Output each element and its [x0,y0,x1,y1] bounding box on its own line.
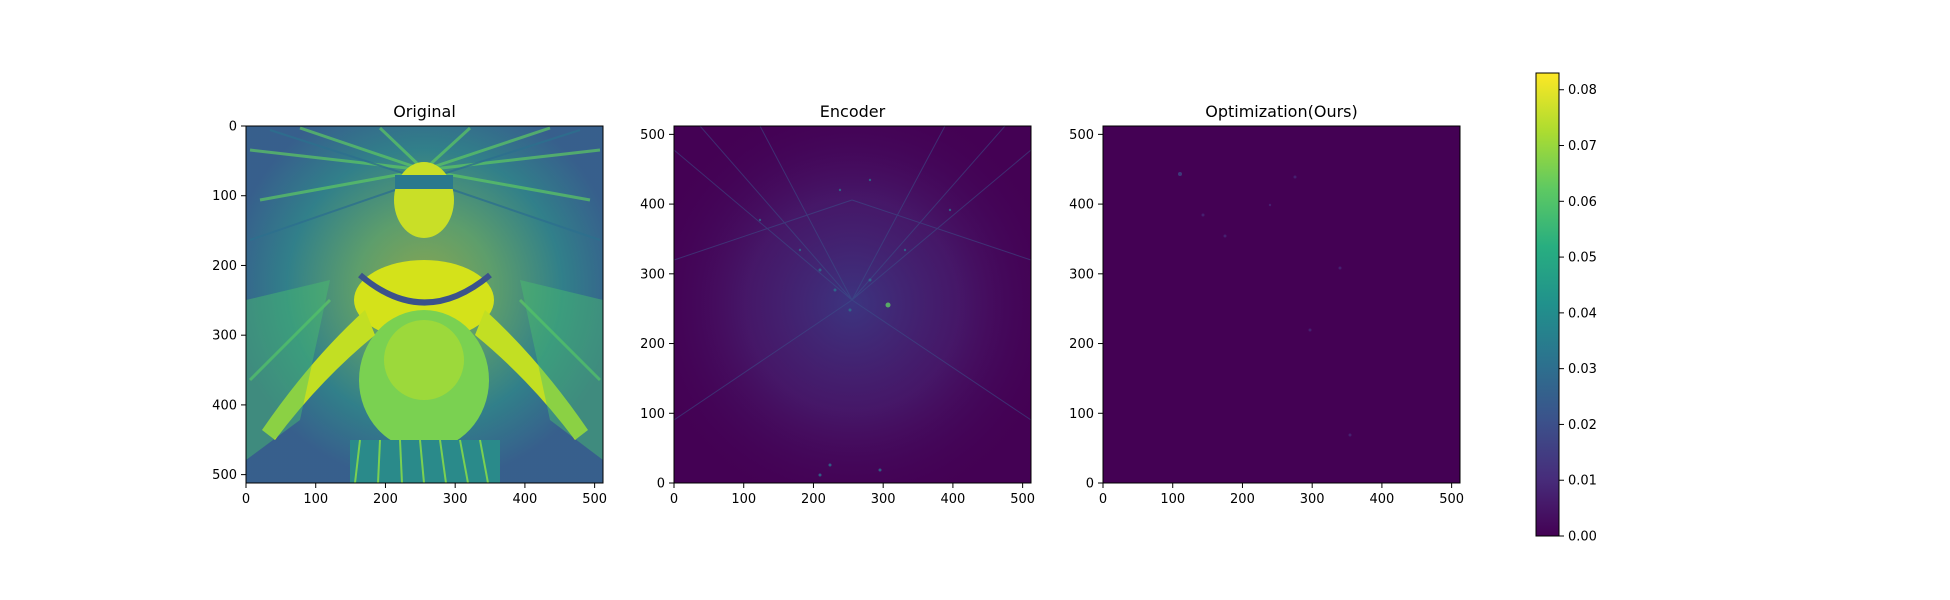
encoder-frame [673,125,1032,484]
colorbar-tick-label: 0.06 [1568,195,1597,210]
y-tick-label: 400 [212,398,237,413]
x-tick-label: 300 [1300,492,1325,507]
y-tick-label: 400 [640,198,665,213]
colorbar-tick-label: 0.04 [1568,306,1597,321]
original-image [246,126,603,483]
y-tick-label: 300 [1069,267,1094,282]
encoder-y-axis: 0 100 200 300 400 500 [640,128,674,492]
x-tick-label: 200 [373,492,398,507]
x-tick-label: 300 [443,492,468,507]
colorbar-ticks: 0.00 0.01 0.02 0.03 0.04 0.05 0.06 0.07 0.08 [1559,83,1597,545]
colorbar: 0.00 0.01 0.02 0.03 0.04 0.05 0.06 0.07 0.08 [1535,72,1597,545]
x-tick-label: 300 [871,492,896,507]
x-tick-label: 100 [1160,492,1185,507]
colorbar-tick-label: 0.00 [1568,530,1597,545]
y-tick-label: 100 [1069,407,1094,422]
colorbar-tick-label: 0.05 [1568,251,1597,266]
optimization-image [1103,126,1460,483]
x-tick-label: 400 [1369,492,1394,507]
optimization-x-axis: 0 100 200 300 400 500 [1099,483,1464,507]
y-tick-label: 200 [640,337,665,352]
y-tick-label: 500 [1069,128,1094,143]
x-tick-label: 200 [801,492,826,507]
y-tick-label: 200 [212,259,237,274]
x-tick-label: 500 [582,492,607,507]
optimization-frame [1102,125,1461,484]
optimization-y-axis: 0 100 200 300 400 500 [1069,128,1103,492]
x-tick-label: 0 [1099,492,1107,507]
y-tick-label: 0 [1086,477,1094,492]
x-tick-label: 500 [1439,492,1464,507]
y-tick-label: 100 [212,189,237,204]
y-tick-label: 100 [640,407,665,422]
x-tick-label: 500 [1010,492,1035,507]
y-tick-label: 300 [640,267,665,282]
colorbar-tick-label: 0.08 [1568,83,1597,98]
x-tick-label: 0 [670,492,678,507]
x-tick-label: 100 [731,492,756,507]
optimization-title: Optimization(Ours) [1205,102,1357,121]
original-title: Original [393,102,456,121]
x-tick-label: 400 [512,492,537,507]
x-tick-label: 200 [1230,492,1255,507]
y-tick-label: 0 [657,477,665,492]
colorbar-tick-label: 0.03 [1568,362,1597,377]
encoder-x-axis: 0 100 200 300 400 500 [670,483,1035,507]
y-tick-label: 300 [212,329,237,344]
y-tick-label: 500 [212,468,237,483]
encoder-image [674,126,1031,483]
colorbar-tick-label: 0.02 [1568,418,1597,433]
original-panel: Original [212,102,607,507]
colorbar-tick-label: 0.07 [1568,139,1597,154]
x-tick-label: 0 [242,492,250,507]
y-tick-label: 200 [1069,337,1094,352]
colorbar-tick-label: 0.01 [1568,474,1597,489]
optimization-panel: Optimization(Ours) 0 100 200 300 400 500 0 100… [1069,102,1464,507]
x-tick-label: 100 [303,492,328,507]
original-x-axis: 0 100 200 300 400 500 [242,483,607,507]
colorbar-gradient [1535,72,1560,537]
y-tick-label: 0 [229,120,237,135]
original-y-axis: 0 100 200 300 400 500 [212,120,246,483]
y-tick-label: 500 [640,128,665,143]
encoder-title: Encoder [820,102,886,121]
original-frame [245,125,604,484]
x-tick-label: 400 [940,492,965,507]
y-tick-label: 400 [1069,198,1094,213]
